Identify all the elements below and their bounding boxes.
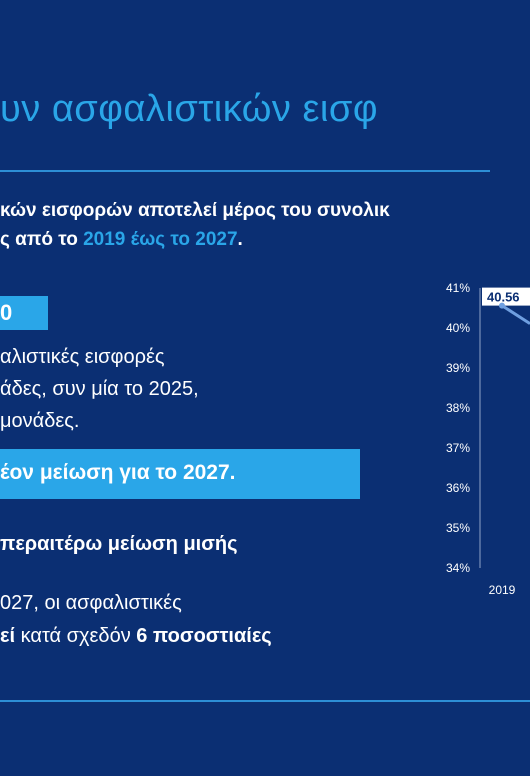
y-tick-label: 39% <box>446 361 470 375</box>
y-tick-label: 38% <box>446 401 470 415</box>
highlight-box-small: 0 <box>0 296 48 330</box>
y-tick-label: 36% <box>446 481 470 495</box>
series-line <box>501 304 530 325</box>
data-point <box>499 302 505 309</box>
summary-bold-1: εί <box>0 625 16 647</box>
summary-mid: κατά σχεδόν <box>15 625 137 647</box>
intro-line-1: κών εισφορών αποτελεί μέρος του συνολικ <box>0 200 390 221</box>
highlight-box-wide: έον μείωση για το 2027. <box>0 449 360 499</box>
y-tick-label: 37% <box>446 441 470 455</box>
data-label: 40.56 <box>487 290 520 305</box>
highlight-box-small-text: 0 <box>0 300 13 325</box>
x-tick-label: 2019 <box>489 583 516 597</box>
subhead-line: περαιτέρω μείωση μισής <box>0 533 238 555</box>
intro-year-range: 2019 έως το 2027 <box>83 229 238 250</box>
intro-line-2-suffix: . <box>237 229 243 250</box>
summary-bold-2: 6 ποσοστιαίες <box>136 625 272 647</box>
x-axis: 2019 <box>489 583 516 597</box>
y-tick-label: 40% <box>446 321 470 335</box>
y-tick-label: 41% <box>446 281 470 295</box>
contribution-rate-chart: 34% 35% 36% 37% 38% 39% 40% 41% 2019 40.56 <box>446 281 530 597</box>
footer-divider <box>0 700 530 702</box>
y-tick-label: 34% <box>446 561 470 575</box>
y-axis: 34% 35% 36% 37% 38% 39% 40% 41% <box>446 281 470 575</box>
highlight-box-wide-text: έον μείωση για το 2027. <box>0 461 236 484</box>
data-label-background <box>482 287 530 306</box>
paragraph-line-1: αλιστικές εισφορές <box>0 346 165 368</box>
y-tick-label: 35% <box>446 521 470 535</box>
intro-line-2: ς από το 2019 έως το 2027. <box>0 229 243 251</box>
paragraph-line-3: μονάδες. <box>0 410 80 432</box>
paragraph-line-2: άδες, συν μία το 2025, <box>0 378 199 400</box>
intro-line-2-prefix: ς από το <box>0 229 84 250</box>
summary-line-1: 027, οι ασφαλιστικές <box>0 592 182 614</box>
title-divider <box>0 170 490 172</box>
summary-line-2: εί κατά σχεδόν 6 ποσοστιαίες <box>0 625 272 648</box>
slide-title: υν ασφαλιστικών εισφ <box>0 88 378 130</box>
series-layer: 40.56 <box>482 287 530 325</box>
